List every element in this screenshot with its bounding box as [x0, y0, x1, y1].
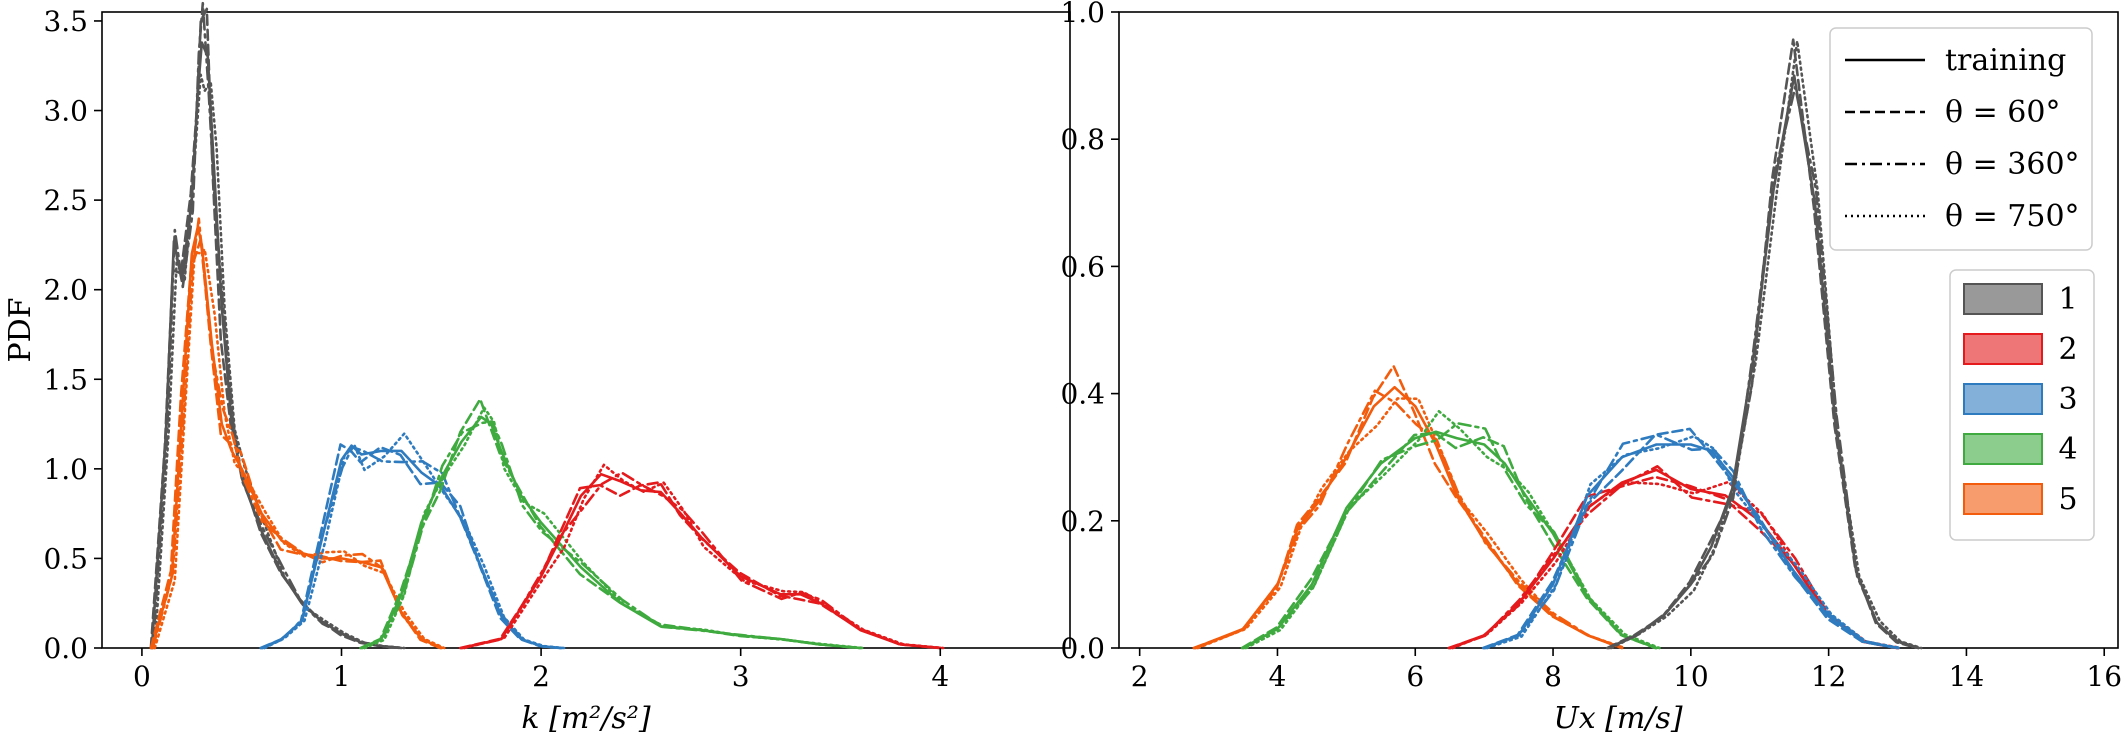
x-tick-label: 2 [1131, 660, 1149, 693]
x-tick-label: 12 [1811, 660, 1847, 693]
series-4-solid-line [360, 415, 862, 650]
series-4-solid-line [1241, 430, 1658, 650]
x-tick-label: 4 [931, 660, 949, 693]
legend-group-1-label: 1 [2058, 282, 2077, 317]
series-1-dashed-line [149, 7, 402, 650]
y-tick-label: 3.5 [43, 5, 88, 38]
x-tick-label: 0 [133, 660, 151, 693]
legend-group-4-swatch [1963, 433, 2043, 465]
legend-solid-label: training [1945, 43, 2066, 78]
series-5-dashed-line [1192, 364, 1623, 650]
y-tick-label: 0.6 [1060, 250, 1105, 283]
series-4-dashdot-line [361, 420, 863, 650]
x-tick-label: 6 [1406, 660, 1424, 693]
right-y-axis: 0.0 0.2 0.4 0.6 0.8 1.0 [1060, 0, 1119, 665]
right-panel: 2 4 6 8 10 12 14 16 0.00.20.40.60.81.0 Ux [m/s]… [1060, 0, 2122, 736]
linestyle-legend: training θ = 60° θ = 360° θ = 750° [1829, 27, 2093, 251]
left-x-axis-label: k [m²/s²] [521, 701, 650, 736]
legend-group-3-label: 3 [2058, 382, 2077, 417]
y-tick-label: 0.0 [1060, 632, 1105, 665]
y-tick-label: 0.0 [43, 632, 88, 665]
series-1-solid-line [150, 41, 403, 650]
series-3-dashdot-line [261, 446, 564, 650]
series-5-solid-line [150, 225, 443, 650]
legend-group-5-swatch [1963, 483, 2043, 515]
series-4-dashed-line [359, 397, 861, 650]
series-1-dashdot-line [1607, 85, 1921, 650]
legend-group-4-label: 4 [2058, 432, 2077, 467]
series-5-dotted-line [1196, 397, 1627, 650]
series-5-dashdot-line [1194, 389, 1625, 650]
legend-group-5-label: 5 [2058, 482, 2077, 517]
linestyle-legend-box [1829, 27, 2093, 251]
x-tick-label: 16 [2086, 660, 2122, 693]
y-tick-label: 1.0 [43, 453, 88, 486]
legend-dashdot-label: θ = 360° [1945, 147, 2080, 182]
right-x-axis-label: Ux [m/s] [1553, 701, 1682, 736]
y-tick-label: 0.5 [43, 542, 88, 575]
x-tick-label: 1 [333, 660, 351, 693]
y-tick-label: 1.5 [43, 363, 88, 396]
left-x-axis: 0 1 2 3 4 [133, 648, 949, 693]
y-tick-label: 1.0 [1060, 0, 1105, 29]
series-3-dotted-line [1485, 435, 1902, 650]
series-4-dashed-line [1240, 431, 1657, 650]
y-tick-label: 0.4 [1060, 378, 1105, 411]
x-tick-label: 2 [532, 660, 550, 693]
legend-dashed-label: θ = 60° [1945, 95, 2060, 130]
legend-group-2-swatch [1963, 333, 2043, 365]
x-tick-label: 3 [732, 660, 750, 693]
series-3-dashed-line [1481, 427, 1898, 650]
series-2-solid-line [460, 472, 942, 650]
legend-group-3-swatch [1963, 383, 2043, 415]
series-4-dotted-line [1244, 410, 1661, 650]
left-curves [149, 1, 945, 650]
series-5-dashdot-line [151, 217, 444, 650]
x-tick-label: 4 [1269, 660, 1287, 693]
y-tick-label: 0.8 [1060, 123, 1105, 156]
series-5-dotted-line [153, 248, 446, 650]
right-curves [1192, 38, 1923, 650]
x-tick-label: 10 [1673, 660, 1709, 693]
series-4-dashdot-line [1242, 422, 1659, 650]
y-tick-label: 2.0 [43, 274, 88, 307]
group-legend: 1 2 3 4 5 [1949, 269, 2095, 541]
y-tick-label: 2.5 [43, 184, 88, 217]
left-y-axis-label: PDF [3, 297, 38, 362]
series-1-dotted-line [1609, 39, 1923, 650]
series-4-dotted-line [363, 406, 865, 650]
series-2-dashed-line [459, 481, 941, 650]
x-tick-label: 8 [1544, 660, 1562, 693]
left-y-axis: 0.0 0.5 1.0 1.5 2.0 2.5 3.0 3.5 [43, 5, 102, 665]
series-3-dashed-line [259, 443, 562, 650]
legend-group-2-label: 2 [2058, 332, 2077, 367]
series-1-dotted-line [153, 73, 406, 650]
x-tick-label: 14 [1949, 660, 1985, 693]
y-tick-label: 0.2 [1060, 505, 1105, 538]
series-3-dashdot-line [1483, 433, 1900, 650]
legend-group-1-swatch [1963, 283, 2043, 315]
left-plot-frame [101, 11, 1071, 649]
series-2-dotted-line [1451, 480, 1902, 650]
legend-dotted-label: θ = 750° [1945, 199, 2080, 234]
series-2-dashed-line [1447, 475, 1898, 650]
series-2-dotted-line [462, 463, 945, 650]
y-tick-label: 3.0 [43, 95, 88, 128]
left-panel: 0 1 2 3 4 0.0 0.5 1.0 1.5 2.0 2.5 3.0 3.5 PDF k [m²… [3, 1, 1071, 736]
series-2-dashdot-line [460, 471, 943, 650]
right-x-axis: 2 4 6 8 10 12 14 16 [1131, 648, 2122, 693]
